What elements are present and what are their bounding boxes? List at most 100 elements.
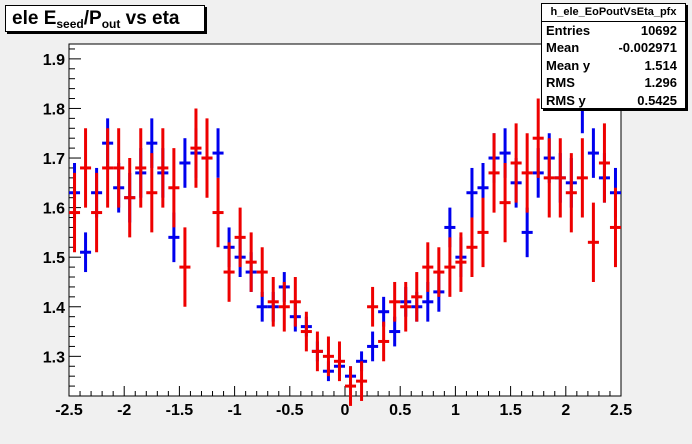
stats-value: 1.514 [644, 57, 677, 73]
red-data-point [367, 286, 379, 327]
red-data-point [124, 158, 136, 238]
red-data-point [466, 217, 478, 278]
red-data-point [609, 187, 621, 268]
x-tick-label: 0 [341, 402, 350, 419]
red-data-point [499, 162, 511, 243]
red-data-point [223, 242, 235, 302]
data-marks [69, 83, 621, 406]
red-data-point [532, 98, 544, 178]
red-data-point [411, 272, 423, 322]
title-sub-seed: seed [56, 17, 84, 31]
red-data-point [444, 237, 456, 297]
blue-data-point [521, 207, 533, 258]
x-tick-label: -0.5 [276, 402, 304, 419]
red-data-point [245, 232, 257, 292]
stats-row-mean: Mean -0.002971 [542, 39, 685, 56]
x-tick-label: -1.5 [166, 402, 194, 419]
stats-row-rms: RMS 1.296 [542, 74, 685, 91]
y-tick-label: 1.3 [43, 349, 65, 366]
red-data-point [168, 148, 180, 228]
red-data-point [400, 281, 412, 332]
red-data-point [554, 138, 566, 218]
red-data-point [201, 118, 213, 198]
red-data-point [289, 277, 301, 327]
red-data-point [510, 123, 522, 203]
red-data-point [587, 202, 599, 282]
red-data-point [256, 247, 268, 297]
red-data-point [521, 133, 533, 213]
red-data-point [378, 321, 390, 362]
stats-row-rms-y: RMS y 0.5425 [542, 92, 685, 109]
red-data-point [311, 331, 323, 372]
axes: -2.5 -2 -1.5 -1 -0.5 0 0.5 1 1.5 2 2.5 1.3 1.4 1.5 1.6… [43, 48, 632, 419]
stats-key: RMS y [546, 92, 586, 108]
red-data-point [598, 123, 610, 203]
red-data-point [333, 341, 345, 382]
red-data-point [80, 128, 92, 208]
blue-data-point [80, 232, 92, 273]
red-data-point [345, 366, 357, 406]
blue-data-point [587, 128, 599, 178]
red-data-point [477, 197, 489, 268]
red-data-point [113, 128, 125, 208]
chart-title: ele Eseed/Pout vs eta [5, 5, 205, 32]
stats-row-entries: Entries 10692 [542, 22, 685, 39]
stats-value: -0.002971 [618, 40, 677, 56]
stats-row-mean-y: Mean y 1.514 [542, 57, 685, 74]
red-data-point [278, 281, 290, 332]
red-data-point [102, 128, 114, 208]
red-data-point [69, 172, 81, 253]
title-sub-out: out [101, 17, 121, 31]
x-tick-label: 1.5 [499, 402, 521, 419]
stats-value: 10692 [640, 23, 677, 38]
red-data-point [91, 172, 103, 253]
red-data-point [433, 247, 445, 297]
stats-key: RMS [546, 75, 575, 91]
red-data-point [543, 138, 555, 218]
y-tick-label: 1.8 [43, 101, 65, 118]
x-tick-label: -2.5 [55, 402, 83, 419]
y-tick-label: 1.4 [43, 300, 65, 317]
blue-data-point [367, 331, 379, 362]
red-data-point [212, 177, 224, 248]
x-tick-label: -2 [117, 402, 131, 419]
red-data-point [234, 207, 246, 268]
red-data-point [576, 138, 588, 218]
x-tick-label: 2.5 [610, 402, 632, 419]
y-tick-label: 1.9 [43, 52, 65, 69]
stats-value: 0.5425 [637, 92, 677, 108]
blue-data-point [179, 138, 191, 188]
title-part-main: ele E [12, 8, 57, 29]
stats-value: 1.296 [644, 75, 677, 91]
blue-data-point [466, 167, 478, 218]
red-data-point [190, 108, 202, 188]
x-tick-label: -1 [227, 402, 241, 419]
stats-key: Entries [546, 23, 591, 38]
red-data-point [300, 311, 312, 352]
title-part-tail: vs eta [120, 8, 180, 29]
stats-box: h_ele_EoPoutVsEta_pfx Entries 10692 Mean… [541, 3, 686, 109]
y-tick-label: 1.5 [43, 250, 65, 267]
red-data-point [146, 153, 158, 233]
x-tick-label: 0.5 [389, 402, 411, 419]
x-tick-label: 2 [561, 402, 570, 419]
red-data-point [135, 128, 147, 208]
stats-key: Mean y [546, 57, 591, 73]
y-tick-label: 1.7 [43, 151, 65, 168]
red-data-point [157, 128, 169, 208]
red-data-point [488, 133, 500, 213]
red-data-point [356, 361, 368, 401]
x-tick-label: 1 [451, 402, 460, 419]
red-data-point [267, 277, 279, 327]
red-data-point [179, 227, 191, 307]
plot-area [68, 43, 622, 397]
stats-key: Mean [546, 40, 580, 56]
red-data-point [455, 232, 467, 292]
y-tick-label: 1.6 [43, 201, 65, 218]
stats-histogram-name: h_ele_EoPoutVsEta_pfx [542, 4, 685, 22]
red-data-point [565, 153, 577, 233]
blue-data-point [212, 128, 224, 178]
red-data-point [389, 281, 401, 322]
red-data-point [422, 242, 434, 292]
red-data-point [322, 336, 334, 377]
